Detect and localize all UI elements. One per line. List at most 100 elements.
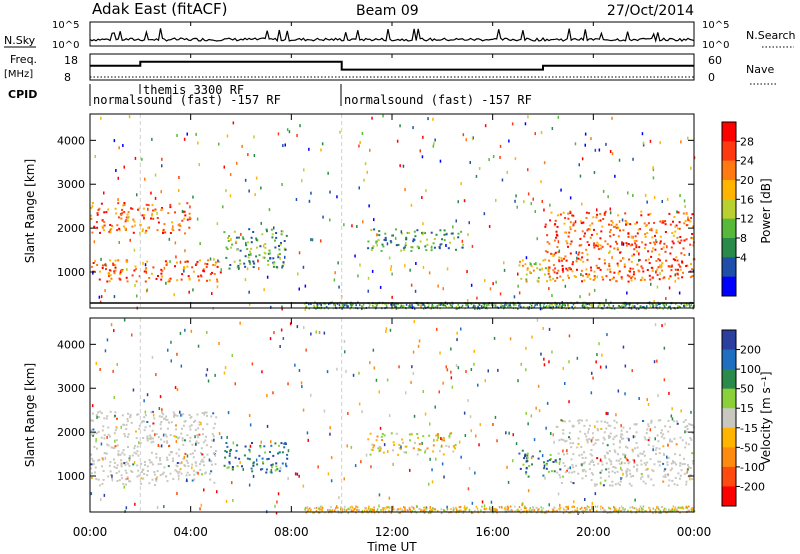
scatter-cell bbox=[330, 456, 333, 460]
scatter-cell bbox=[647, 213, 650, 216]
scatter-cell bbox=[117, 202, 120, 205]
scatter-cell bbox=[583, 451, 585, 454]
scatter-cell bbox=[124, 227, 127, 230]
scatter-cell bbox=[197, 471, 199, 475]
scatter-cell bbox=[659, 240, 662, 243]
scatter-cell bbox=[296, 325, 299, 329]
scatter-cell bbox=[279, 345, 281, 348]
scatter-cell bbox=[248, 302, 251, 306]
scatter-cell bbox=[214, 264, 217, 267]
scatter-cell bbox=[585, 507, 587, 510]
scatter-cell bbox=[557, 115, 560, 119]
scatter-cell bbox=[689, 477, 691, 481]
scatter-cell bbox=[609, 250, 611, 254]
scatter-cell bbox=[271, 233, 274, 236]
scatter-cell bbox=[210, 463, 213, 466]
scatter-cell bbox=[285, 465, 288, 468]
colorbar-swatch bbox=[722, 180, 736, 200]
scatter-cell bbox=[90, 206, 93, 209]
scatter-cell bbox=[227, 240, 230, 242]
scatter-cell bbox=[662, 453, 665, 455]
scatter-cell bbox=[187, 465, 190, 468]
scatter-cell bbox=[119, 453, 122, 456]
scatter-cell bbox=[569, 442, 572, 445]
scatter-cell bbox=[349, 303, 352, 306]
scatter-cell bbox=[387, 506, 389, 508]
scatter-cell bbox=[254, 193, 256, 197]
scatter-cell bbox=[525, 346, 527, 350]
scatter-cell bbox=[375, 303, 377, 306]
scatter-cell bbox=[522, 463, 525, 466]
scatter-cell bbox=[117, 198, 119, 202]
scatter-cell bbox=[590, 137, 592, 141]
scatter-cell bbox=[275, 265, 278, 268]
nave-label: Nave bbox=[746, 63, 774, 76]
scatter-cell bbox=[426, 447, 429, 450]
scatter-cell bbox=[543, 464, 546, 468]
scatter-cell bbox=[661, 269, 664, 272]
scatter-cell bbox=[689, 243, 692, 246]
scatter-cell bbox=[267, 457, 270, 460]
scatter-cell bbox=[126, 418, 129, 420]
scatter-cell bbox=[146, 421, 149, 423]
scatter-cell bbox=[641, 276, 644, 279]
scatter-cell bbox=[280, 233, 283, 236]
scatter-cell bbox=[96, 226, 99, 229]
scatter-cell bbox=[101, 482, 104, 485]
scatter-cell bbox=[659, 242, 662, 245]
scatter-cell bbox=[182, 457, 185, 460]
scatter-cell bbox=[167, 280, 170, 283]
scatter-cell bbox=[294, 472, 297, 476]
scatter-cell bbox=[161, 270, 164, 273]
scatter-cell bbox=[677, 211, 680, 214]
scatter-cell bbox=[417, 449, 420, 452]
scatter-cell bbox=[176, 279, 179, 282]
scatter-cell bbox=[418, 304, 420, 307]
scatter-cell bbox=[636, 508, 638, 511]
scatter-cell bbox=[115, 467, 118, 469]
scatter-cell bbox=[581, 230, 584, 233]
scatter-cell bbox=[411, 505, 413, 508]
scatter-cell bbox=[174, 211, 176, 214]
scatter-cell bbox=[685, 506, 688, 509]
scatter-cell bbox=[654, 248, 657, 251]
scatter-cell bbox=[183, 269, 185, 273]
scatter-cell bbox=[520, 277, 523, 280]
scatter-cell bbox=[220, 268, 222, 272]
scatter-cell bbox=[622, 508, 625, 510]
scatter-cell bbox=[684, 426, 687, 428]
cpid-label: CPID bbox=[8, 88, 37, 101]
scatter-cell bbox=[484, 379, 486, 383]
scatter-cell bbox=[581, 280, 583, 283]
scatter-cell bbox=[535, 511, 538, 514]
scatter-cell bbox=[346, 304, 348, 307]
colorbar-swatch bbox=[722, 427, 736, 448]
scatter-cell bbox=[652, 448, 654, 452]
scatter-cell bbox=[109, 274, 112, 277]
scatter-cell bbox=[125, 260, 128, 263]
scatter-cell bbox=[671, 407, 673, 411]
scatter-cell bbox=[683, 254, 686, 256]
scatter-cell bbox=[613, 427, 616, 430]
scatter-cell bbox=[539, 450, 542, 453]
scatter-cell bbox=[154, 484, 156, 486]
scatter-cell bbox=[679, 194, 681, 198]
scatter-cell bbox=[540, 506, 542, 509]
scatter-cell bbox=[440, 508, 442, 511]
colorbar-tick-label: 50 bbox=[740, 383, 754, 396]
scatter-cell bbox=[337, 261, 339, 265]
scatter-cell bbox=[361, 510, 364, 512]
scatter-cell bbox=[655, 511, 657, 514]
scatter-cell bbox=[577, 511, 579, 515]
scatter-cell bbox=[495, 302, 497, 305]
scatter-cell bbox=[455, 219, 457, 223]
scatter-cell bbox=[158, 415, 161, 418]
scatter-cell bbox=[613, 466, 616, 468]
scatter-cell bbox=[596, 213, 599, 216]
scatter-cell bbox=[136, 475, 139, 478]
scatter-cell bbox=[572, 453, 575, 456]
scatter-cell bbox=[419, 508, 421, 510]
scatter-cell bbox=[307, 510, 309, 513]
scatter-cell bbox=[256, 463, 259, 466]
scatter-cell bbox=[691, 478, 694, 481]
